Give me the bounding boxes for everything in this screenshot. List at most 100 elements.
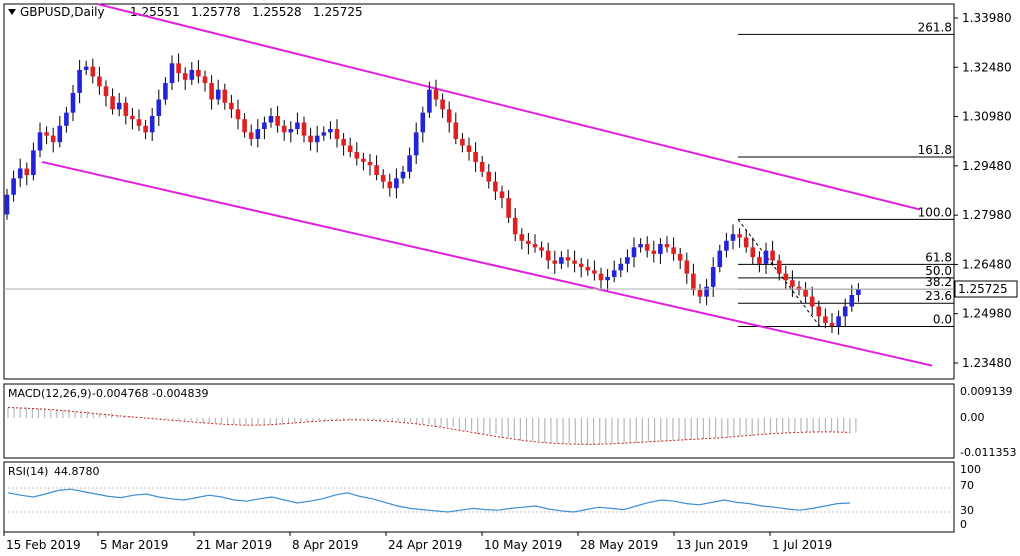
candle-body <box>407 155 412 172</box>
price-tick-label: 1.29480 <box>962 159 1012 173</box>
candle-body <box>611 270 617 277</box>
candle-body <box>235 109 241 120</box>
candle-body <box>163 83 168 100</box>
candle-body <box>829 322 835 327</box>
candle-body <box>394 178 399 189</box>
fib-level-label: 261.8 <box>918 20 952 34</box>
candle-body <box>44 132 49 136</box>
time-tick-label: 21 Mar 2019 <box>196 538 272 552</box>
time-tick-label: 8 Apr 2019 <box>292 538 359 552</box>
candle-body <box>255 129 261 139</box>
candle-body <box>776 260 782 274</box>
candle-body <box>57 125 63 143</box>
candle-body <box>671 247 676 254</box>
candle-body <box>97 76 102 87</box>
candle-body <box>110 96 115 110</box>
macd-layer <box>7 407 857 445</box>
candle-body <box>176 63 181 74</box>
rsi-tick-30: 30 <box>960 504 974 517</box>
candle-body <box>11 178 16 195</box>
price-tick-label: 1.24980 <box>962 307 1012 321</box>
macd-tick-zero: 0.00 <box>960 411 985 424</box>
macd-pane <box>3 383 955 459</box>
candle-body <box>763 250 769 264</box>
candle-body <box>578 263 584 268</box>
candle-body <box>37 132 43 151</box>
ohlc-open: 1.25551 <box>130 5 180 19</box>
candle-body <box>123 102 129 116</box>
fib-level-label: 38.2 <box>925 275 952 289</box>
candle-body <box>189 69 195 80</box>
candle-body <box>664 244 670 248</box>
candle-body <box>288 129 294 133</box>
price-axis: 1.33980 1.32480 1.30980 1.29480 1.27980 1.264… <box>954 11 1012 370</box>
fib-level-label: 100.0 <box>918 205 952 219</box>
candle-body <box>314 135 320 143</box>
candle-body <box>651 250 657 254</box>
macd-tick-top: 0.009139 <box>960 385 1013 398</box>
time-tick-label: 10 May 2019 <box>484 538 562 552</box>
price-pane <box>3 3 955 380</box>
candle-body <box>90 66 96 77</box>
candle-body <box>262 122 267 130</box>
rsi-tick-0: 0 <box>960 518 967 531</box>
candle-body <box>116 102 122 110</box>
candle-body <box>196 69 201 77</box>
candle-body <box>440 99 445 110</box>
candle-body <box>446 109 452 123</box>
candle-body <box>341 138 346 146</box>
channel-upper-line <box>97 3 921 211</box>
candle-body <box>565 257 571 261</box>
fib-level-label: 0.0 <box>933 313 952 327</box>
time-tick-label: 28 May 2019 <box>580 538 658 552</box>
candle-body <box>572 260 577 264</box>
candle-body <box>605 276 610 281</box>
candle-body <box>730 234 736 241</box>
candle-body <box>229 102 234 110</box>
candle-body <box>400 171 406 179</box>
candle-body <box>809 296 815 307</box>
candle-body <box>281 125 287 133</box>
candle-body <box>77 69 82 93</box>
candle-body <box>842 306 848 317</box>
candle-body <box>592 270 597 274</box>
candle-body <box>354 152 360 159</box>
candle-body <box>209 83 214 100</box>
fib-level-label: 61.8 <box>925 250 952 264</box>
candle-body <box>295 122 300 130</box>
candle-body <box>849 294 855 307</box>
candle-body <box>202 76 208 84</box>
candle-body <box>691 273 696 291</box>
candle-body <box>625 257 630 264</box>
rsi-tick-100: 100 <box>960 463 981 476</box>
candle-body <box>248 132 254 139</box>
candle-body <box>585 267 591 271</box>
candles <box>4 53 861 335</box>
candle-body <box>677 253 683 261</box>
candle-body <box>552 260 558 264</box>
candle-body <box>539 247 544 251</box>
candle-body <box>130 115 135 120</box>
fib-level-label: 161.8 <box>918 143 952 157</box>
candle-body <box>836 316 841 327</box>
candle-body <box>4 194 10 215</box>
price-tick-label: 1.33980 <box>962 11 1012 25</box>
candle-body <box>367 161 373 166</box>
candle-body <box>724 240 729 251</box>
candle-body <box>321 132 327 136</box>
candle-body <box>717 250 723 268</box>
candle-body <box>684 260 690 274</box>
candle-body <box>222 89 228 103</box>
candle-body <box>526 240 531 245</box>
menu-triangle-icon[interactable] <box>8 9 16 15</box>
candle-body <box>473 152 478 162</box>
macd-signal-line <box>7 407 851 445</box>
fibonacci-levels: 261.8 161.8 100.0 61.850.038.223.6 0.0 <box>737 20 954 328</box>
ohlc-low: 1.25528 <box>252 5 302 19</box>
candle-body <box>638 244 643 248</box>
candle-body <box>519 234 525 241</box>
rsi-value: 44.8780 <box>54 465 100 478</box>
candle-body <box>506 198 511 218</box>
time-tick-label: 15 Feb 2019 <box>6 538 81 552</box>
candle-body <box>697 290 703 297</box>
